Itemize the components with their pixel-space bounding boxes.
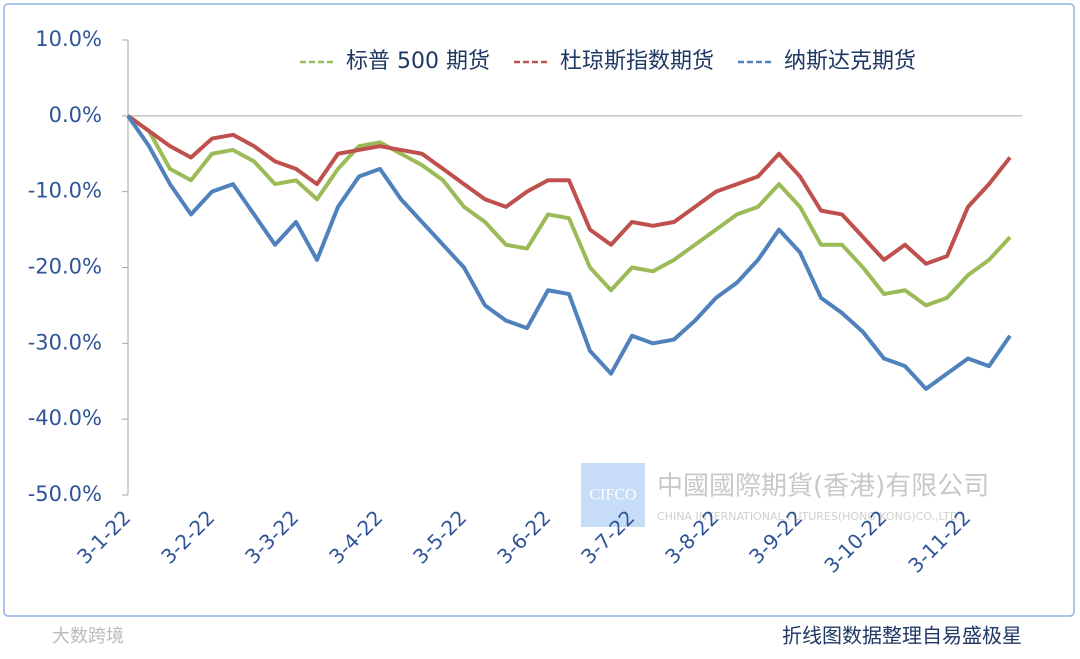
- y-tick-label: -50.0%: [28, 482, 102, 506]
- y-tick-label: 10.0%: [35, 27, 102, 51]
- series-line: [126, 114, 1012, 266]
- series-line: [126, 114, 1012, 308]
- series-line: [126, 114, 1012, 391]
- legend-label: 纳斯达克期货: [784, 49, 916, 74]
- watermark-logo: CIFCO: [589, 487, 636, 504]
- watermark-name: 中國國際期貨(香港)有限公司: [657, 472, 989, 502]
- y-tick-label: -10.0%: [28, 179, 102, 203]
- watermark-logo-box: [581, 463, 645, 527]
- y-tick-label: -40.0%: [28, 406, 102, 430]
- watermark-name-en: CHINA INTERNATIONAL FUTURES(HONG KONG)CO…: [657, 510, 962, 523]
- legend-label: 杜琼斯指数期货: [560, 49, 714, 74]
- legend-label: 标普 500 期货: [346, 49, 490, 74]
- y-tick-label: -20.0%: [28, 255, 102, 279]
- y-tick-label: -30.0%: [28, 330, 102, 354]
- y-tick-label: 0.0%: [49, 103, 102, 127]
- source-note: 折线图数据整理自易盛极星: [782, 624, 1022, 648]
- corner-watermark: 大数跨境: [52, 626, 124, 647]
